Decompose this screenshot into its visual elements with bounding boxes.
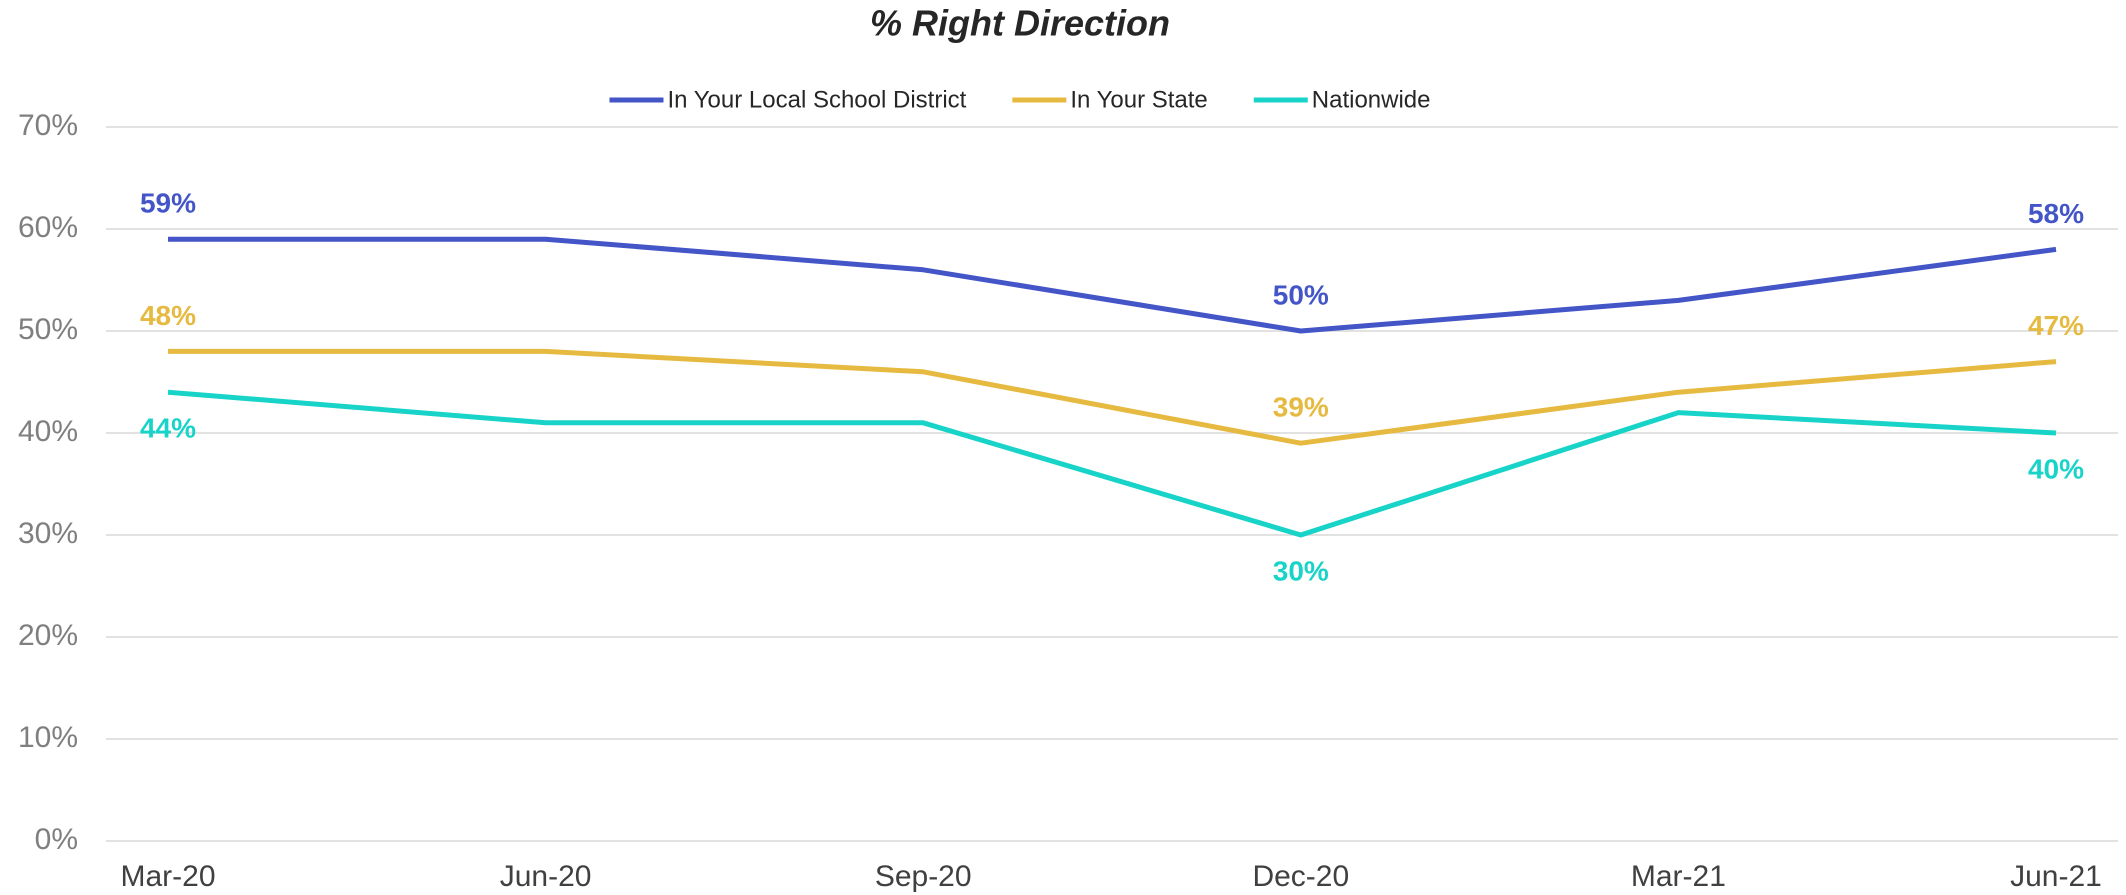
data-label: 48%: [140, 300, 196, 331]
data-label: 59%: [140, 188, 196, 219]
y-tick-label: 10%: [18, 721, 78, 754]
series-line: [167, 389, 2057, 538]
y-tick-label: 50%: [18, 313, 78, 346]
x-tick-label: Jun-21: [2010, 860, 2102, 893]
series-line: [168, 348, 2057, 446]
x-tick-label: Mar-20: [120, 860, 215, 893]
series-line: [168, 236, 2057, 334]
y-tick-label: 60%: [18, 211, 78, 244]
x-tick-label: Jun-20: [500, 860, 592, 893]
y-tick-label: 70%: [18, 109, 78, 142]
x-tick-label: Mar-21: [1631, 860, 1726, 893]
y-tick-label: 0%: [35, 823, 78, 856]
legend-label: In Your State: [1070, 86, 1207, 113]
data-label: 30%: [1273, 555, 1329, 586]
y-tick-label: 20%: [18, 619, 78, 652]
data-label: 47%: [2028, 310, 2084, 341]
x-tick-label: Dec-20: [1252, 860, 1349, 893]
chart-title: % Right Direction: [870, 3, 1170, 44]
data-label: 44%: [140, 413, 196, 444]
data-label: 50%: [1273, 279, 1329, 310]
legend-label: In Your Local School District: [667, 86, 966, 113]
legend-label: Nationwide: [1312, 86, 1431, 113]
data-label: 39%: [1273, 392, 1329, 423]
y-tick-label: 30%: [18, 517, 78, 550]
x-tick-label: Sep-20: [875, 860, 972, 893]
data-label: 40%: [2028, 453, 2084, 484]
data-label: 58%: [2028, 198, 2084, 229]
y-tick-label: 40%: [18, 415, 78, 448]
